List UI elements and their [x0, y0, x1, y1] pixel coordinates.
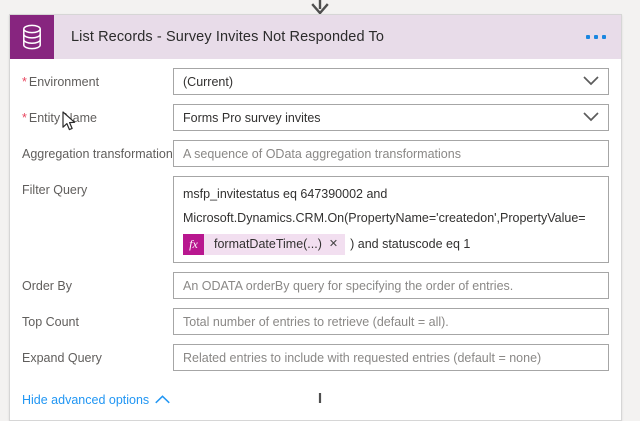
top-count-placeholder: Total number of entries to retrieve (def…: [183, 314, 449, 329]
ellipsis-dot: [602, 35, 606, 39]
field-label-entity-name: * Entity Name: [22, 104, 173, 126]
field-label-environment: * Environment: [22, 68, 173, 90]
action-card: List Records - Survey Invites Not Respon…: [9, 14, 622, 421]
field-control-entity-name: Forms Pro survey invites: [173, 104, 609, 131]
connector-bottom: [0, 389, 640, 405]
filter-query-trailing-text: ) and statuscode eq 1: [350, 237, 471, 251]
chevron-up-icon: [155, 393, 170, 407]
card-body: * Environment (Current) * Entity Name: [10, 59, 621, 420]
aggregation-transformation-placeholder: A sequence of OData aggregation transfor…: [183, 146, 461, 161]
chevron-down-icon: [583, 75, 599, 89]
ellipsis-dot: [586, 35, 590, 39]
field-control-aggregation-transformation: A sequence of OData aggregation transfor…: [173, 140, 609, 167]
aggregation-transformation-input[interactable]: A sequence of OData aggregation transfor…: [173, 140, 609, 167]
field-label-text: Entity Name: [28, 111, 97, 125]
filter-query-line-3: fx formatDateTime(...) ✕ ) and statuscod…: [183, 234, 599, 255]
required-asterisk: *: [22, 75, 27, 89]
environment-value: (Current): [183, 74, 234, 89]
order-by-input[interactable]: An ODATA orderBy query for specifying th…: [173, 272, 609, 299]
card-header[interactable]: List Records - Survey Invites Not Respon…: [10, 15, 621, 59]
field-label-order-by: Order By: [22, 279, 73, 293]
database-icon: [10, 15, 54, 59]
connector-top: [0, 0, 640, 16]
filter-query-line-2: Microsoft.Dynamics.CRM.On(PropertyName='…: [183, 211, 586, 225]
form-row-top-count: Top Count Total number of entries to ret…: [22, 308, 609, 335]
entity-name-dropdown[interactable]: Forms Pro survey invites: [173, 104, 609, 131]
field-label-aggregation-transformation: Aggregation transformation: [22, 147, 173, 161]
close-icon[interactable]: ✕: [328, 238, 339, 250]
form-row-expand-query: Expand Query Related entries to include …: [22, 344, 609, 371]
entity-name-value: Forms Pro survey invites: [183, 110, 321, 125]
field-control-expand-query: Related entries to include with requeste…: [173, 344, 609, 371]
form-row-aggregation-transformation: Aggregation transformation A sequence of…: [22, 140, 609, 167]
hide-advanced-options-label: Hide advanced options: [22, 393, 150, 407]
filter-query-line-1: msfp_invitestatus eq 647390002 and: [183, 187, 388, 201]
field-control-top-count: Total number of entries to retrieve (def…: [173, 308, 609, 335]
ellipsis-icon[interactable]: [582, 30, 610, 44]
top-count-input[interactable]: Total number of entries to retrieve (def…: [173, 308, 609, 335]
card-title: List Records - Survey Invites Not Respon…: [71, 29, 385, 45]
form-row-entity-name: * Entity Name Forms Pro survey invites: [22, 104, 609, 131]
form-row-environment: * Environment (Current): [22, 68, 609, 95]
field-label-top-count: Top Count: [22, 315, 79, 329]
formula-token[interactable]: fx formatDateTime(...) ✕: [183, 234, 346, 255]
field-control-environment: (Current): [173, 68, 609, 95]
required-asterisk: *: [22, 111, 27, 125]
hide-advanced-options-link[interactable]: Hide advanced options: [22, 393, 170, 407]
ellipsis-dot: [594, 35, 598, 39]
fx-icon: fx: [183, 234, 204, 255]
form-row-order-by: Order By An ODATA orderBy query for spec…: [22, 272, 609, 299]
arrow-down-icon: [311, 0, 329, 15]
expand-query-placeholder: Related entries to include with requeste…: [183, 350, 542, 365]
field-control-filter-query: msfp_invitestatus eq 647390002 and Micro…: [173, 176, 609, 263]
chevron-down-icon: [583, 111, 599, 125]
field-label-expand-query: Expand Query: [22, 351, 102, 365]
filter-query-input[interactable]: msfp_invitestatus eq 647390002 and Micro…: [173, 176, 609, 263]
field-label-filter-query: Filter Query: [22, 183, 88, 197]
order-by-placeholder: An ODATA orderBy query for specifying th…: [183, 278, 514, 293]
field-label-text: Environment: [28, 75, 100, 89]
field-control-order-by: An ODATA orderBy query for specifying th…: [173, 272, 609, 299]
form-row-filter-query: Filter Query msfp_invitestatus eq 647390…: [22, 176, 609, 263]
environment-dropdown[interactable]: (Current): [173, 68, 609, 95]
expand-query-input[interactable]: Related entries to include with requeste…: [173, 344, 609, 371]
formula-token-label: formatDateTime(...): [214, 237, 322, 251]
